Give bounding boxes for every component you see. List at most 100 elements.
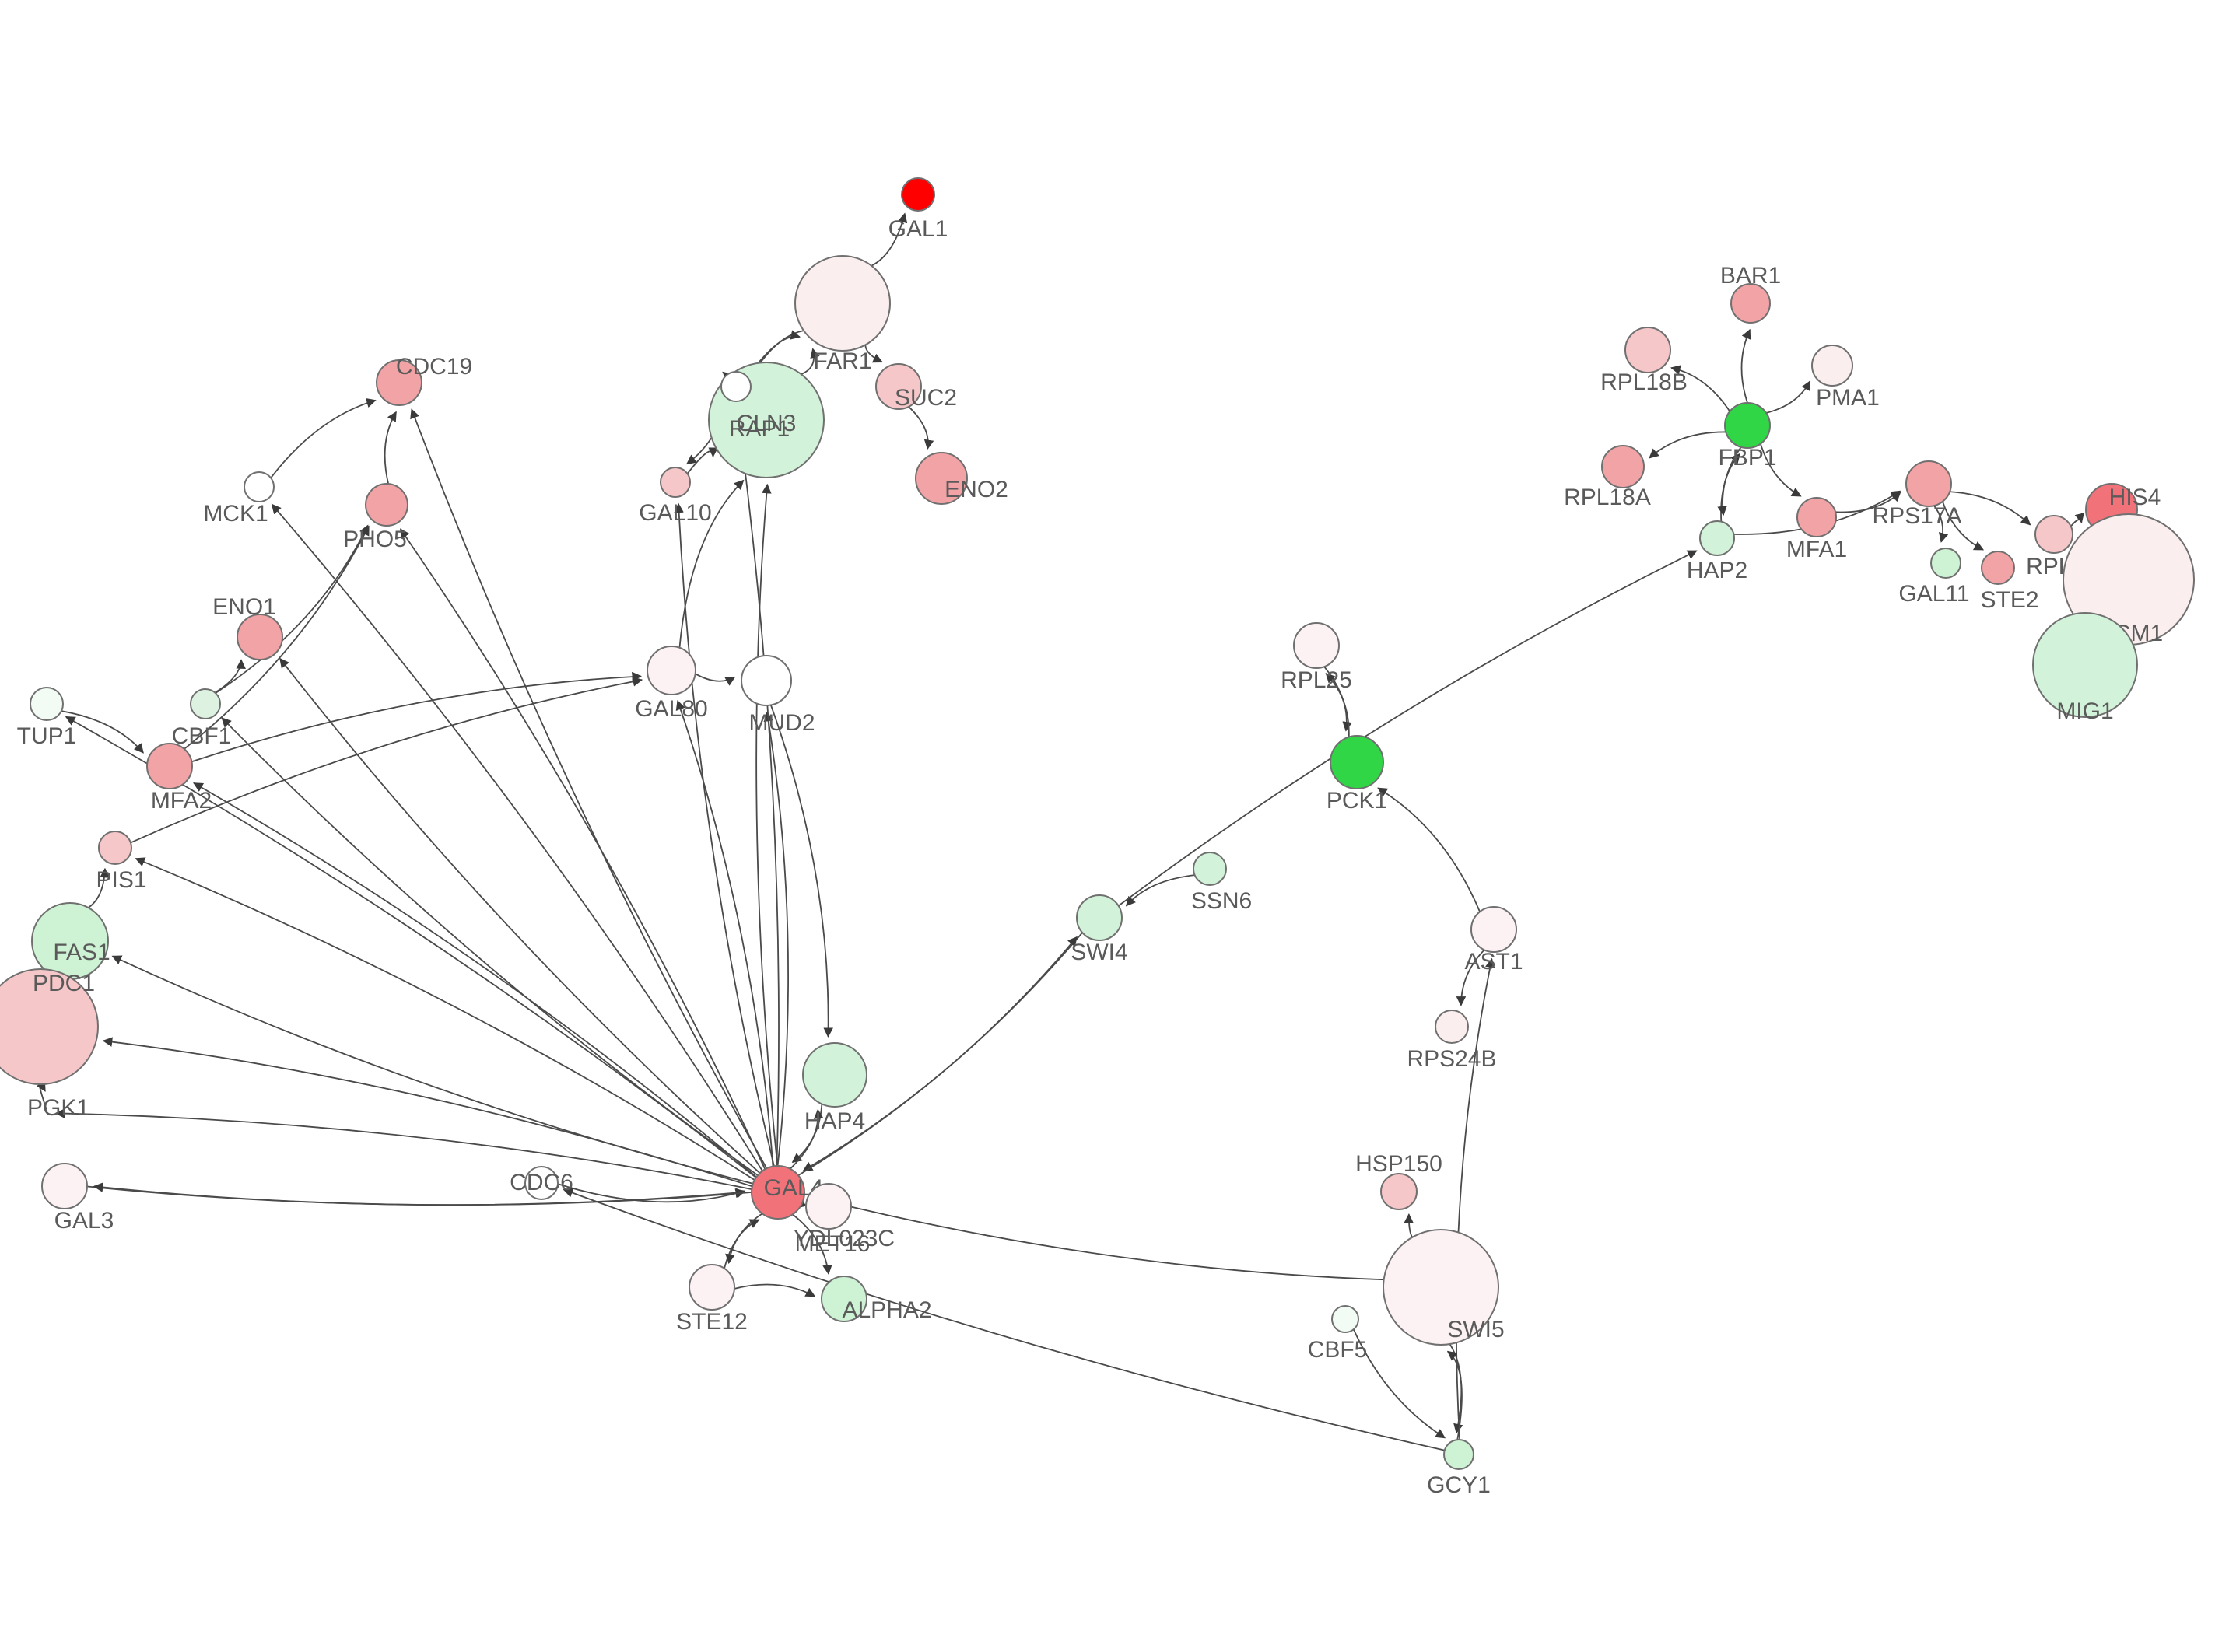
gene-node-far1[interactable] <box>794 255 891 352</box>
gene-node-bar1[interactable] <box>1730 283 1771 324</box>
gene-node-eno1[interactable] <box>237 614 283 660</box>
gene-node-gal80[interactable] <box>647 646 696 695</box>
edge-fbp1-to-pma1 <box>1765 381 1810 413</box>
gene-label-mck1: MCK1 <box>203 501 268 527</box>
gene-node-ssn6[interactable] <box>1193 852 1227 886</box>
edge-gal4-to-gal80 <box>678 701 773 1168</box>
gene-node-pho5[interactable] <box>365 483 408 527</box>
gene-node-gal3[interactable] <box>41 1163 88 1209</box>
edge-hap4-to-gal4 <box>793 1101 822 1162</box>
gene-node-mig1[interactable] <box>2032 612 2138 718</box>
edge-mud2-to-hap4 <box>770 703 829 1036</box>
edge-gal4-to-mud2 <box>767 712 788 1168</box>
gene-label-pma1: PMA1 <box>1816 385 1880 411</box>
edge-ast1-to-pck1 <box>1378 788 1481 913</box>
edge-fbp1-to-hap2 <box>1723 446 1742 515</box>
edge-pgk1-to-pdc1 <box>40 1083 47 1109</box>
gene-label-pgk1: PGK1 <box>27 1095 89 1122</box>
gene-label-pis1: PIS1 <box>96 867 146 894</box>
gene-node-gal10[interactable] <box>660 467 691 498</box>
gene-label-rps17a: RPS17A <box>1872 503 1961 530</box>
edge-gal4-to-pdc1 <box>103 1041 754 1187</box>
gene-label-ssn6: SSN6 <box>1191 888 1252 915</box>
gene-node-hap4[interactable] <box>802 1042 867 1108</box>
gene-node-fbp1[interactable] <box>1724 402 1771 449</box>
edge-suc2-to-eno2 <box>907 405 927 448</box>
edge-far1-to-gal1 <box>867 214 905 268</box>
edge-rps17a-to-ste2 <box>1942 500 1983 550</box>
gene-node-pck1[interactable] <box>1330 735 1384 789</box>
gene-node-mck1[interactable] <box>244 471 275 502</box>
edge-gal4-to-hap4 <box>789 1110 818 1171</box>
gene-node-rap1[interactable] <box>720 371 752 402</box>
edge-gal4-to-mck1 <box>272 505 764 1173</box>
edge-ast1-to-rps24b <box>1461 949 1485 1006</box>
gene-node-gal1[interactable] <box>901 177 935 212</box>
gene-node-swi4[interactable] <box>1076 894 1123 941</box>
gene-label-ydl023c: YDL023C <box>794 1226 895 1252</box>
gene-node-cdc6[interactable] <box>524 1166 559 1200</box>
edge-fbp1-to-mfa1 <box>1760 443 1800 496</box>
gene-node-rpl16a[interactable] <box>2034 515 2073 554</box>
gene-node-eno2[interactable] <box>915 452 968 505</box>
edge-gal4-to-eno1 <box>280 659 762 1174</box>
edge-gal4-to-fas1 <box>113 956 755 1184</box>
gene-node-rps17a[interactable] <box>1905 460 1952 507</box>
gene-label-mfa1: MFA1 <box>1786 537 1847 563</box>
gene-label-rpl25: RPL25 <box>1281 667 1352 694</box>
gene-node-cbf5[interactable] <box>1331 1305 1359 1333</box>
edge-gcy1-to-cdc6 <box>564 1190 1446 1451</box>
gene-label-ste12: STE12 <box>676 1309 748 1335</box>
edge-cbf1-to-eno1 <box>214 660 241 693</box>
gene-node-rpl18a[interactable] <box>1601 445 1645 488</box>
edge-gal4-to-gal10 <box>678 504 774 1168</box>
edge-fbp1-to-rpl18a <box>1649 432 1727 457</box>
gene-node-ste12[interactable] <box>689 1264 735 1311</box>
gene-node-ste2[interactable] <box>1981 551 2015 585</box>
edge-layer <box>0 0 2222 1652</box>
gene-label-pck1: PCK1 <box>1327 788 1387 814</box>
edge-gal4-to-pis1 <box>136 859 756 1181</box>
gene-node-suc2[interactable] <box>875 363 922 410</box>
gene-label-pho5: PHO5 <box>343 527 407 553</box>
gene-node-swi5[interactable] <box>1383 1229 1499 1346</box>
gene-label-ste2: STE2 <box>1980 587 2038 614</box>
edge-rps17a-to-gal11 <box>1933 504 1943 541</box>
edge-swi5-to-gcy1 <box>1446 1339 1461 1433</box>
gene-node-rpl25[interactable] <box>1293 622 1340 669</box>
gene-label-tup1: TUP1 <box>17 723 77 750</box>
edge-mfa2-to-gal80 <box>191 676 641 761</box>
gene-node-mfa1[interactable] <box>1796 497 1837 537</box>
gene-node-pis1[interactable] <box>98 831 132 865</box>
gene-node-gcy1[interactable] <box>1443 1439 1474 1470</box>
gene-node-rps24b[interactable] <box>1435 1010 1469 1044</box>
edge-fbp1-to-rpl18b <box>1671 368 1730 413</box>
edge-fbp1-to-bar1 <box>1741 330 1750 404</box>
gene-node-ast1[interactable] <box>1470 906 1517 953</box>
gene-label-far1: FAR1 <box>813 348 871 375</box>
gene-node-rpl18b[interactable] <box>1624 327 1671 373</box>
gene-node-cbf1[interactable] <box>190 688 221 719</box>
gene-node-tup1[interactable] <box>30 687 64 721</box>
gene-label-gal11: GAL11 <box>1898 581 1969 607</box>
gene-node-mfa2[interactable] <box>146 743 193 789</box>
edge-gal4-to-rap1 <box>737 408 779 1168</box>
gene-node-ydl023c[interactable] <box>805 1183 852 1230</box>
gene-node-pma1[interactable] <box>1811 345 1853 387</box>
gene-node-hsp150[interactable] <box>1380 1173 1418 1210</box>
edge-gal80-to-mud2 <box>694 673 735 681</box>
edge-gal3-to-gal4 <box>86 1186 745 1205</box>
gene-node-gal4[interactable] <box>751 1165 805 1220</box>
gene-node-hap2[interactable] <box>1699 520 1735 556</box>
edge-gal4-to-ste12 <box>729 1213 764 1263</box>
gene-label-gcy1: GCY1 <box>1427 1472 1491 1499</box>
gene-label-fbp1: FBP1 <box>1718 445 1776 471</box>
gene-node-mud2[interactable] <box>741 655 792 706</box>
gene-node-cdc19[interactable] <box>376 359 422 406</box>
gene-node-pdc1[interactable] <box>0 968 99 1085</box>
gene-label-hap2: HAP2 <box>1687 558 1747 584</box>
edge-gal4-to-cbf1 <box>222 718 759 1176</box>
edge-gal80-to-cln3 <box>679 481 743 649</box>
gene-node-alpha2[interactable] <box>821 1276 867 1322</box>
gene-node-gal11[interactable] <box>1930 548 1961 579</box>
